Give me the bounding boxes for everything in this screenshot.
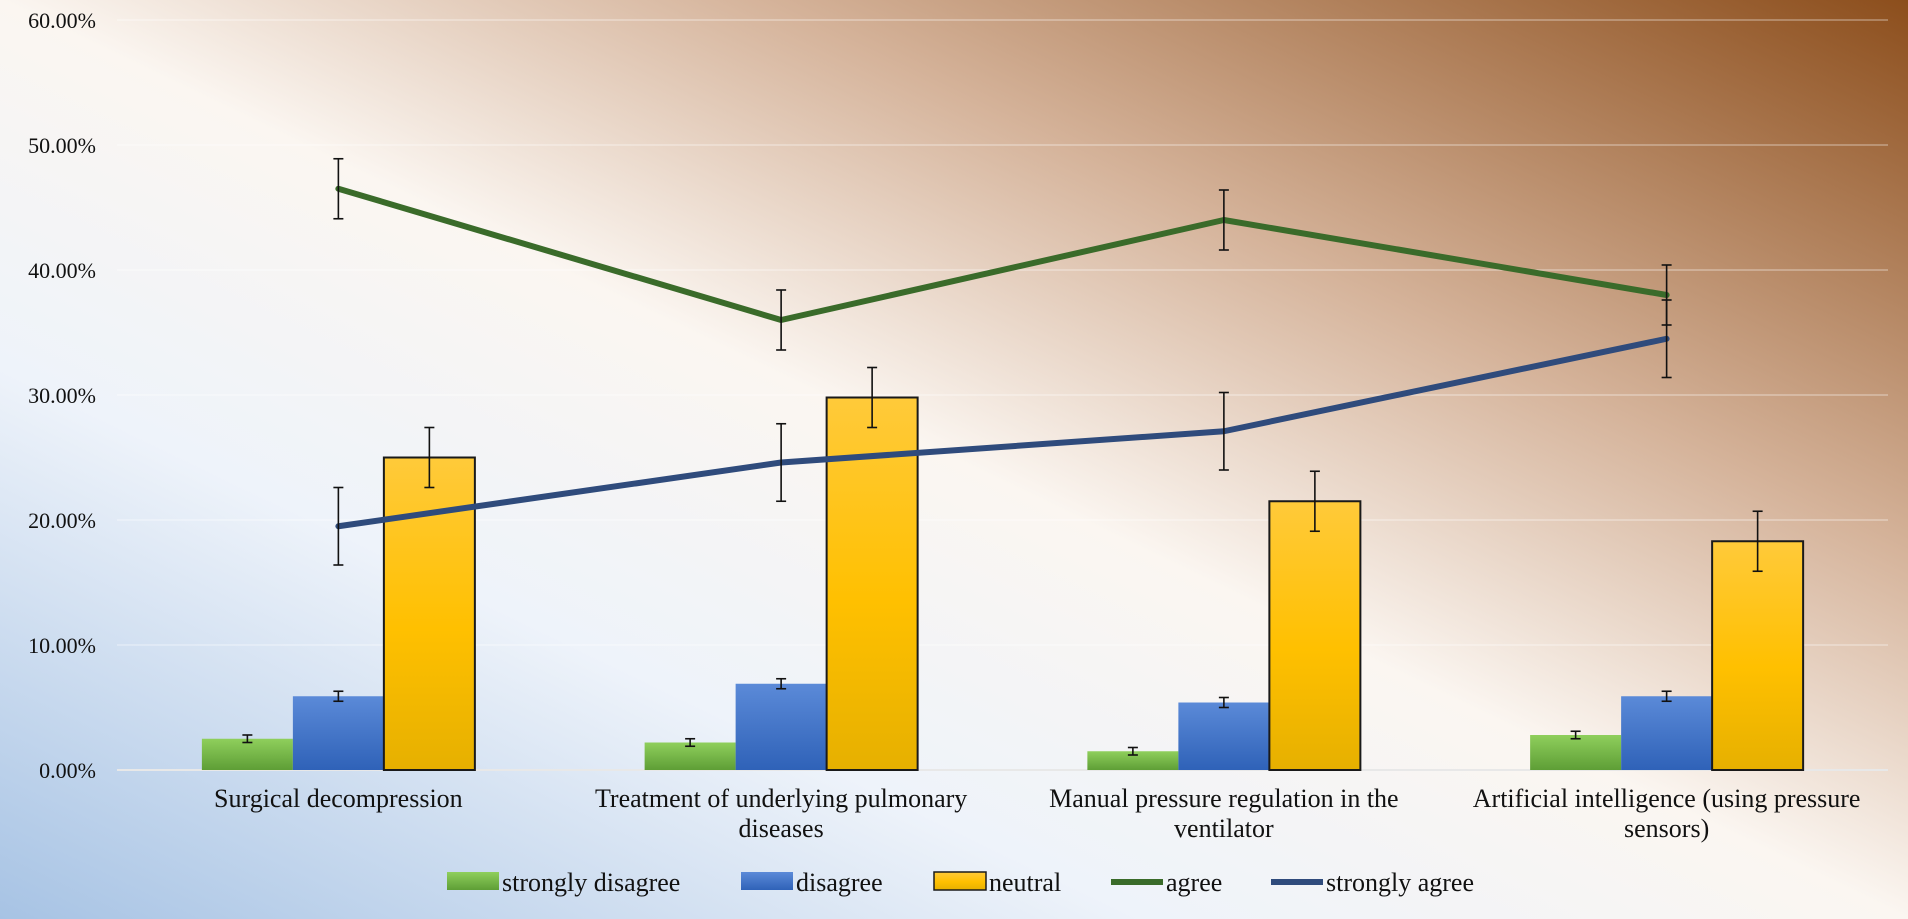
- line-error: [333, 157, 344, 220]
- category-label-line: Surgical decompression: [214, 784, 463, 813]
- line-error: [776, 289, 787, 351]
- y-tick-label: 10.00%: [28, 633, 96, 658]
- legend-label: disagree: [796, 868, 883, 897]
- bar-error: [1127, 746, 1138, 756]
- bar-error: [242, 734, 253, 744]
- bar-error: [685, 737, 696, 748]
- legend-item-agree: agree: [1111, 868, 1222, 897]
- bar-error: [1570, 730, 1581, 740]
- bar-error: [333, 690, 344, 703]
- line-error: [776, 422, 787, 503]
- line-series-agree: [333, 157, 1672, 351]
- bar: [1087, 751, 1179, 770]
- bar: [292, 696, 384, 770]
- bar-error: [776, 677, 787, 690]
- bar-error: [1752, 510, 1763, 573]
- bar-error: [424, 426, 435, 489]
- line-series-strongly-agree: [333, 299, 1672, 566]
- y-tick-label: 50.00%: [28, 133, 96, 158]
- category-label: Manual pressure regulation in the ventila…: [1049, 784, 1398, 843]
- legend-swatch: [933, 871, 987, 891]
- legend-label: agree: [1166, 868, 1222, 897]
- bar-error: [867, 366, 878, 429]
- bar-error: [1218, 696, 1229, 709]
- bar: [1530, 735, 1622, 770]
- bar-error: [1309, 470, 1320, 533]
- bar: [1178, 702, 1270, 770]
- category-label-line: sensors): [1624, 814, 1709, 843]
- bar: [1268, 500, 1362, 771]
- bar: [1621, 696, 1713, 770]
- line-error: [1218, 189, 1229, 251]
- legend-label: strongly agree: [1326, 868, 1474, 897]
- category-label-line: ventilator: [1174, 814, 1274, 843]
- line-series: [333, 157, 1672, 566]
- y-tick-label: 40.00%: [28, 258, 96, 283]
- y-tick-label: 0.00%: [39, 758, 96, 783]
- legend-item-strongly-disagree: strongly disagree: [447, 868, 680, 897]
- y-tick-label: 60.00%: [28, 8, 96, 33]
- legend-label: neutral: [989, 868, 1061, 897]
- legend-item-neutral: neutral: [933, 868, 1061, 897]
- legend-label: strongly disagree: [502, 868, 680, 897]
- y-tick-label: 30.00%: [28, 383, 96, 408]
- category-label-line: diseases: [739, 814, 824, 843]
- x-axis: Surgical decompression Treatment of under…: [214, 784, 1860, 843]
- category-label: Artificial intelligence (using pressure s…: [1473, 784, 1861, 843]
- legend-swatch: [447, 872, 499, 890]
- legend-item-disagree: disagree: [741, 868, 883, 897]
- line-error: [333, 486, 344, 566]
- bar-error: [1661, 690, 1672, 703]
- category-label-line: Treatment of underlying pulmonary: [595, 784, 967, 813]
- bar-series-strongly-disagree: [201, 730, 1622, 770]
- category-label: Treatment of underlying pulmonary disease…: [595, 784, 967, 843]
- y-tick-label: 20.00%: [28, 508, 96, 533]
- line-error: [1661, 299, 1672, 379]
- bar: [644, 742, 736, 770]
- legend-swatch: [741, 872, 793, 890]
- category-label-line: Artificial intelligence (using pressure: [1473, 784, 1861, 813]
- bar-series-disagree: [292, 677, 1713, 770]
- legend-item-strongly-agree: strongly agree: [1271, 868, 1474, 897]
- y-axis: 0.00% 10.00% 20.00% 30.00% 40.00% 50.00% 60.00…: [28, 8, 96, 783]
- bar: [201, 738, 293, 770]
- series-line: [335, 185, 1670, 323]
- bar: [735, 683, 827, 770]
- legend: strongly disagree disagree neutral agree str…: [447, 868, 1474, 897]
- category-label-line: Manual pressure regulation in the: [1049, 784, 1398, 813]
- category-label: Surgical decompression: [214, 784, 463, 813]
- bar: [1711, 540, 1805, 771]
- bar: [382, 456, 476, 771]
- line-error: [1218, 391, 1229, 471]
- series-line: [335, 335, 1670, 530]
